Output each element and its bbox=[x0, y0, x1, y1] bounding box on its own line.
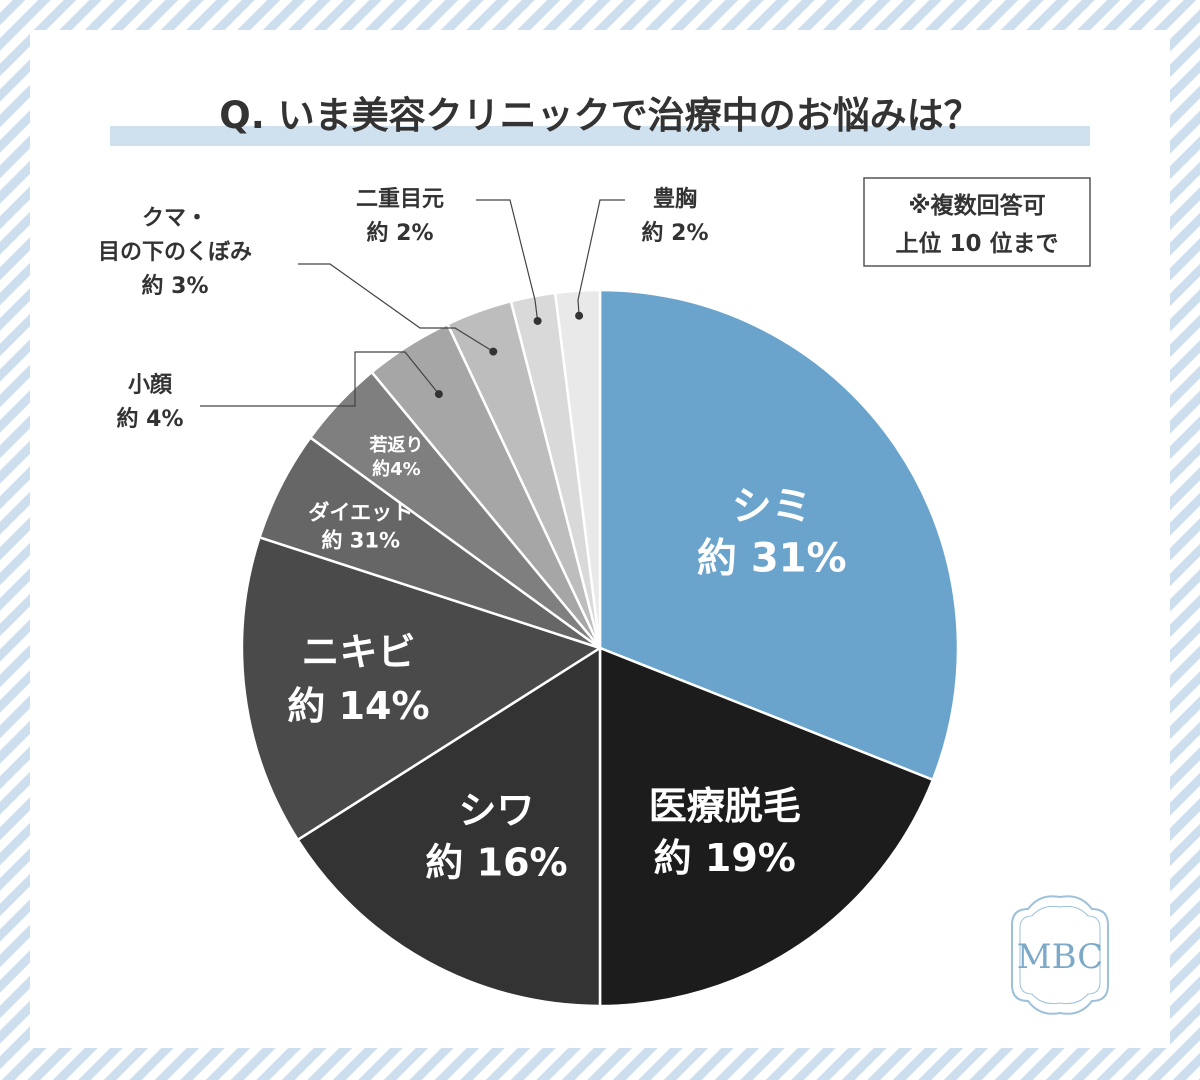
leader-lines bbox=[200, 199, 625, 407]
leader-line-7 bbox=[298, 263, 494, 353]
slice-label-value-2: 約 16% bbox=[425, 841, 567, 885]
pie-slice-9 bbox=[553, 288, 602, 649]
slice-label-value-4: 約 31% bbox=[321, 528, 400, 552]
slice-label-value-1: 約 19% bbox=[654, 836, 796, 880]
leader-dot-8 bbox=[533, 316, 542, 325]
slice-label-name-6: 小顔 bbox=[128, 372, 173, 398]
slice-label-name-8: 二重目元 bbox=[356, 187, 444, 212]
slice-label-name-7-line-1: 目の下のくぼみ bbox=[98, 240, 252, 265]
slice-label-value-7: 約 3% bbox=[141, 273, 208, 299]
pie-slices bbox=[240, 288, 960, 1008]
leader-dot-6 bbox=[434, 390, 443, 399]
leader-dot-7 bbox=[489, 347, 498, 356]
slice-label-name-0: シミ bbox=[732, 483, 812, 529]
slice-label-name-4: ダイエット bbox=[308, 500, 413, 524]
note-line-2: 上位 10 位まで bbox=[895, 230, 1058, 257]
leader-dot-9 bbox=[575, 311, 584, 320]
slice-label-value-6: 約 4% bbox=[116, 406, 183, 432]
leader-line-9 bbox=[577, 199, 625, 316]
slice-label-value-3: 約 14% bbox=[287, 684, 429, 728]
slice-label-value-5: 約4% bbox=[372, 458, 421, 480]
pie-slice-3 bbox=[240, 535, 603, 842]
slice-label-value-8: 約 2% bbox=[366, 220, 433, 246]
title-underline bbox=[110, 126, 1090, 146]
slice-label-value-9: 約 2% bbox=[641, 220, 708, 246]
slice-label-name-5: 若返り bbox=[368, 434, 423, 456]
slice-label-name-3: ニキビ bbox=[301, 630, 415, 674]
leader-line-6 bbox=[200, 351, 440, 407]
logo-frame bbox=[1011, 895, 1109, 1015]
slice-label-name-9: 豊胸 bbox=[653, 186, 697, 212]
slice-label-name-2: シワ bbox=[459, 789, 535, 833]
slice-label-name-7-line-0: クマ・ bbox=[142, 206, 208, 231]
note-line-1: ※複数回答可 bbox=[908, 192, 1045, 219]
slice-label-value-0: 約 31% bbox=[697, 535, 847, 581]
pie-slice-0 bbox=[598, 288, 960, 782]
logo-text: MBC bbox=[1017, 937, 1103, 977]
leader-line-8 bbox=[476, 199, 539, 322]
mbc-logo: MBC bbox=[1011, 895, 1109, 1015]
pie-slice-2 bbox=[296, 645, 602, 1008]
chart-title: Q. いま美容クリニックで治療中のお悩みは？ bbox=[219, 94, 980, 137]
note-box: ※複数回答可 上位 10 位まで bbox=[863, 177, 1091, 267]
slice-label-name-1: 医療脱毛 bbox=[649, 784, 801, 828]
pie-slice-1 bbox=[598, 646, 935, 1008]
